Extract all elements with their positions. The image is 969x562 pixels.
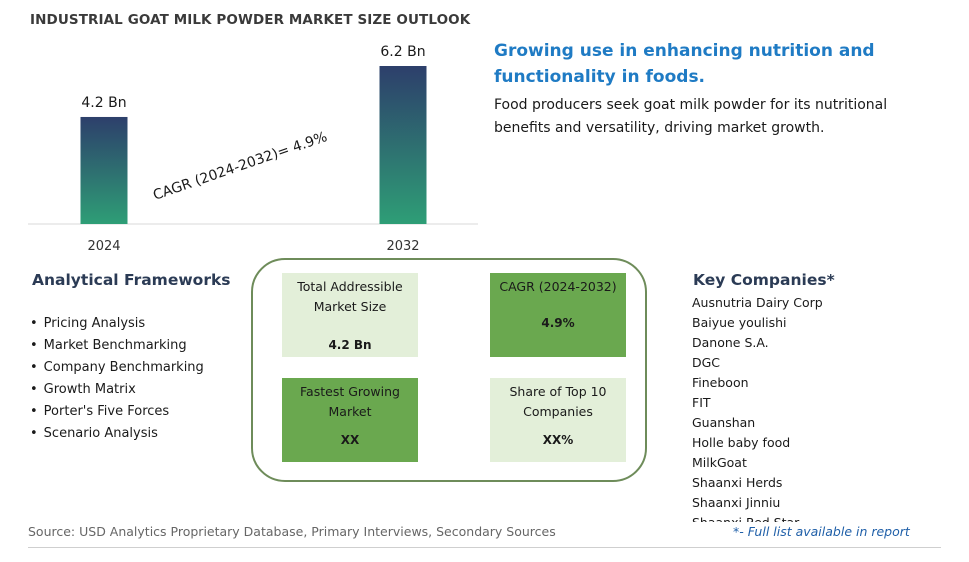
list-item: FIT bbox=[692, 395, 711, 410]
metric-value: 4.9% bbox=[541, 316, 575, 330]
list-item: Market Benchmarking bbox=[30, 335, 204, 357]
full-list-note: *- Full list available in report bbox=[733, 524, 910, 539]
footer-divider bbox=[28, 547, 941, 548]
list-item: Shaanxi Red Star bbox=[692, 513, 823, 522]
list-item: Holle baby food bbox=[692, 435, 791, 450]
value-label-2024: 4.2 Bn bbox=[81, 95, 126, 111]
metric-value: 4.2 Bn bbox=[328, 338, 372, 352]
cagr-annotation: CAGR (2024-2032)= 4.9% bbox=[151, 129, 329, 204]
key-companies-list: Ausnutria Dairy Corp Baiyue youlishi Dan… bbox=[692, 293, 823, 522]
key-companies-title: Key Companies* bbox=[693, 271, 835, 289]
metric-value: XX bbox=[340, 433, 360, 447]
list-item: Guanshan bbox=[692, 415, 756, 430]
metric-tam: Total Addressible Market Size 4.2 Bn bbox=[282, 273, 418, 357]
description: Food producers seek goat milk powder for… bbox=[494, 97, 888, 136]
list-item: Porter's Five Forces bbox=[30, 401, 204, 423]
metric-fastest-growing: Fastest Growing Market XX bbox=[282, 378, 418, 462]
list-item: Pricing Analysis bbox=[30, 313, 204, 335]
tick-label-2024: 2024 bbox=[87, 239, 120, 254]
metric-cagr: CAGR (2024-2032) 4.9% bbox=[490, 273, 626, 357]
metric-label: Fastest Growing Market bbox=[300, 384, 400, 419]
headline: Growing use in enhancing nutrition and f… bbox=[494, 41, 875, 87]
value-label-2032: 6.2 Bn bbox=[380, 44, 425, 60]
metric-label: Share of Top 10 Companies bbox=[509, 384, 607, 419]
metric-top10-share: Share of Top 10 Companies XX% bbox=[490, 378, 626, 462]
metric-label: CAGR (2024-2032) bbox=[499, 279, 617, 294]
source-note: Source: USD Analytics Proprietary Databa… bbox=[28, 524, 556, 539]
list-item: Scenario Analysis bbox=[30, 423, 204, 445]
analytical-frameworks-list: Pricing Analysis Market Benchmarking Com… bbox=[30, 313, 204, 445]
tick-label-2032: 2032 bbox=[386, 239, 419, 254]
list-item: Company Benchmarking bbox=[30, 357, 204, 379]
page-title: INDUSTRIAL GOAT MILK POWDER MARKET SIZE … bbox=[30, 12, 471, 28]
list-item: Shaanxi Herds bbox=[692, 475, 783, 490]
list-item: Shaanxi Jinniu bbox=[692, 495, 781, 510]
list-item: MilkGoat bbox=[692, 455, 747, 470]
list-item: Baiyue youlishi bbox=[692, 315, 787, 330]
analytical-frameworks-title: Analytical Frameworks bbox=[32, 271, 231, 289]
list-item: Ausnutria Dairy Corp bbox=[692, 295, 823, 310]
bar-2024 bbox=[80, 116, 128, 224]
list-item: Fineboon bbox=[692, 375, 749, 390]
metric-label: Total Addressible Market Size bbox=[297, 279, 403, 314]
metric-value: XX% bbox=[542, 433, 574, 447]
list-item: Growth Matrix bbox=[30, 379, 204, 401]
bar-2032 bbox=[379, 66, 427, 224]
list-item: Danone S.A. bbox=[692, 335, 769, 350]
list-item: DGC bbox=[692, 355, 721, 370]
market-size-chart: 4.2 Bn 2024 6.2 Bn 2032 CAGR (2024-2032)= 4… bbox=[28, 44, 478, 254]
metrics-frame bbox=[251, 258, 647, 482]
